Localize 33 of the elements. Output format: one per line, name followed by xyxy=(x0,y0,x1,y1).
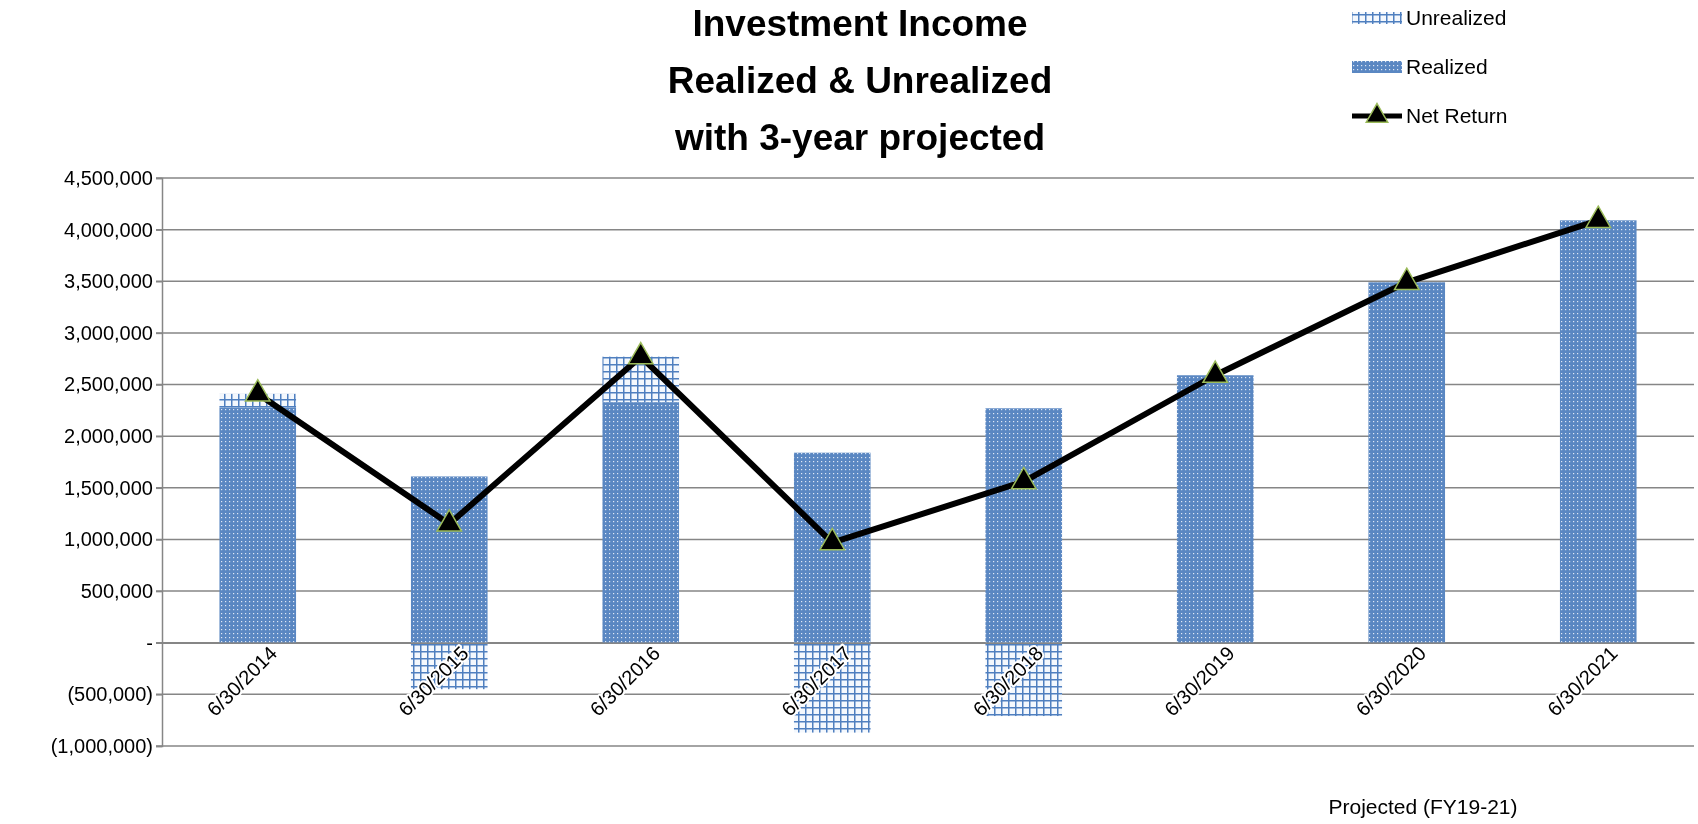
point xyxy=(244,378,271,402)
y-tick-label: 500,000 xyxy=(80,579,153,602)
point xyxy=(1202,360,1229,384)
point xyxy=(819,527,846,551)
y-tick-label: 2,000,000 xyxy=(64,425,153,448)
legend-label: Net Return xyxy=(1406,104,1508,127)
y-tick-label: 3,500,000 xyxy=(64,270,153,293)
chart-title: Investment Income Realized & Unrealized with 3-year projected xyxy=(667,3,1053,158)
y-tick-label: 4,000,000 xyxy=(64,218,153,241)
bar xyxy=(985,408,1063,643)
bar xyxy=(1368,282,1446,643)
text: Projected (FY19-21) xyxy=(1328,795,1518,818)
point xyxy=(1585,205,1612,229)
bar xyxy=(1559,220,1637,643)
y-tick-label: (1,000,000) xyxy=(50,734,153,757)
y-tick-label: 2,500,000 xyxy=(64,373,153,396)
y-tick-label: 4,500,000 xyxy=(64,166,153,189)
point xyxy=(1010,466,1037,490)
y-tick-label: (500,000) xyxy=(67,683,153,706)
bar xyxy=(602,402,680,643)
y-tick-label: - xyxy=(146,631,153,654)
y-tick-label: 3,000,000 xyxy=(64,321,153,344)
y-tick-label: 1,500,000 xyxy=(64,476,153,499)
y-tick-label: 1,000,000 xyxy=(64,528,153,551)
bar xyxy=(410,476,488,643)
point xyxy=(627,341,654,365)
bar xyxy=(219,407,297,643)
point xyxy=(1393,267,1420,291)
bar xyxy=(793,452,871,643)
legend-label: Unrealized xyxy=(1406,6,1507,29)
point xyxy=(436,509,463,532)
bar xyxy=(1176,375,1254,643)
legend-label: Realized xyxy=(1406,55,1488,78)
